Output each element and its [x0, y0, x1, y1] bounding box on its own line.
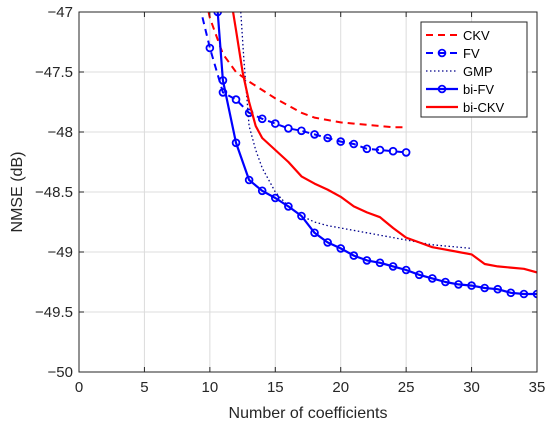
data-point-fv — [257, 114, 267, 124]
data-point-bi-fv — [467, 281, 476, 290]
data-point-fv — [362, 144, 372, 154]
y-tick-label: −50 — [48, 364, 73, 381]
data-point-bi-fv — [493, 284, 503, 294]
data-point-fv — [349, 139, 359, 149]
data-point-fv — [323, 133, 332, 143]
y-tick-label: −49 — [48, 244, 73, 261]
data-point-bi-fv — [454, 280, 463, 289]
y-tick-label: −49.5 — [35, 304, 73, 321]
tick-layer: 0 5 10 15 20 25 30 35 −50 −49.5 −49 −48.5 −48 −47.5 −4… — [35, 4, 545, 396]
legend-label: GMP — [463, 64, 493, 79]
x-tick-label: 15 — [267, 379, 284, 396]
data-point-bi-fv — [257, 186, 267, 196]
data-point-bi-fv — [218, 76, 228, 85]
legend-entry-bi-ckv: bi-CKV — [426, 100, 505, 115]
data-point-bi-fv — [414, 270, 424, 280]
legend: CKV FV GMP bi-FV bi-CKV — [420, 21, 528, 118]
series-line-fv — [200, 12, 407, 154]
data-point-fv — [375, 145, 385, 155]
x-tick-label: 35 — [529, 379, 546, 396]
x-tick-label: 20 — [332, 379, 349, 396]
data-point-fv — [284, 124, 293, 133]
series-fv — [200, 12, 411, 157]
series-line-ckv — [207, 12, 407, 129]
data-point-bi-fv — [336, 244, 346, 253]
data-point-bi-fv — [375, 258, 385, 268]
legend-label: FV — [463, 46, 480, 61]
data-point-fv — [297, 126, 306, 136]
x-tick-label: 10 — [202, 379, 219, 396]
y-tick-label: −47.5 — [35, 64, 73, 81]
data-point-fv — [270, 119, 280, 128]
data-point-bi-fv — [480, 283, 489, 293]
legend-entry-fv: FV — [426, 46, 480, 61]
series-ckv — [207, 12, 407, 129]
y-tick-label: −47 — [48, 4, 73, 21]
series-bi-ckv — [231, 12, 537, 274]
data-point-bi-fv — [349, 251, 359, 260]
data-point-bi-fv — [310, 228, 319, 238]
data-point-bi-fv — [323, 238, 332, 247]
data-point-bi-fv — [519, 289, 529, 299]
legend-box — [420, 21, 528, 118]
legend-entry-gmp: GMP — [426, 64, 493, 79]
legend-label: bi-CKV — [463, 100, 505, 115]
data-point-fv — [388, 146, 398, 156]
x-tick-label: 5 — [140, 379, 148, 396]
series-line-bi-fv — [216, 12, 537, 296]
legend-entry-ckv: CKV — [426, 28, 490, 43]
data-point-fv — [401, 148, 411, 157]
y-axis-label: NMSE (dB) — [9, 152, 26, 233]
data-point-fv — [231, 95, 241, 104]
x-tick-label: 25 — [398, 379, 415, 396]
data-point-bi-fv — [441, 277, 450, 287]
data-point-bi-fv — [401, 265, 411, 275]
legend-marker — [437, 84, 447, 94]
y-tick-label: −48 — [48, 124, 73, 141]
legend-label: bi-FV — [463, 82, 494, 97]
data-point-bi-fv — [270, 193, 280, 203]
data-point-fv — [205, 43, 215, 53]
data-point-bi-fv — [244, 175, 254, 185]
data-point-bi-fv — [231, 138, 241, 148]
x-axis-label: Number of coefficients — [229, 405, 388, 422]
x-tick-label: 0 — [75, 379, 83, 396]
data-point-fv — [310, 130, 319, 139]
legend-label: CKV — [463, 28, 490, 43]
data-point-bi-fv — [506, 288, 516, 298]
legend-entry-bi-fv: bi-FV — [426, 82, 494, 97]
x-tick-label: 30 — [463, 379, 480, 396]
data-point-fv — [336, 137, 346, 146]
data-point-bi-fv — [297, 211, 306, 221]
data-point-bi-fv — [388, 262, 398, 271]
data-point-bi-fv — [362, 256, 372, 265]
series-line-bi-ckv — [231, 12, 537, 274]
y-tick-label: −48.5 — [35, 184, 73, 201]
data-point-bi-fv — [428, 274, 437, 283]
data-point-bi-fv — [284, 202, 293, 211]
legend-marker — [437, 48, 447, 58]
